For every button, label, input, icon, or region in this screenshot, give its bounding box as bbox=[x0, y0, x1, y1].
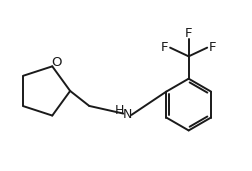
Text: F: F bbox=[161, 41, 168, 54]
Text: H: H bbox=[115, 103, 124, 116]
Text: F: F bbox=[185, 27, 193, 40]
Text: O: O bbox=[51, 56, 61, 69]
Text: N: N bbox=[123, 108, 133, 121]
Text: F: F bbox=[209, 41, 216, 54]
